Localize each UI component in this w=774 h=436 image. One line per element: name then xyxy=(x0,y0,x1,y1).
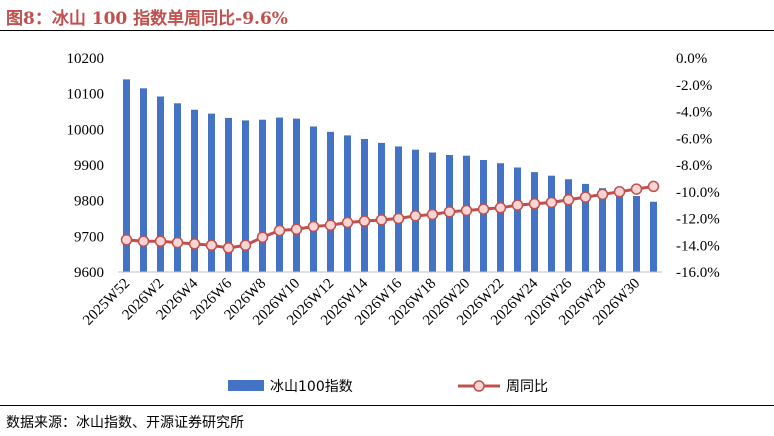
bar xyxy=(259,119,266,272)
page-title: 图8：冰山 100 指数单周同比-9.6% xyxy=(6,9,288,29)
line-point xyxy=(358,215,371,227)
line-point xyxy=(579,191,592,203)
line-point xyxy=(647,180,660,193)
left-tick-label: 9900 xyxy=(74,158,104,174)
right-tick-label: 0.0% xyxy=(676,51,707,67)
left-axis-ticks: 9600 9700 9800 9900 10000 10100 10200 xyxy=(67,51,105,281)
right-tick-label: -2.0% xyxy=(676,78,712,94)
bar xyxy=(344,135,351,272)
source-divider xyxy=(0,405,774,406)
line-point xyxy=(307,220,320,233)
title-divider xyxy=(0,30,774,31)
bar xyxy=(225,117,232,272)
line-point xyxy=(222,242,235,254)
bar xyxy=(276,117,283,273)
bar xyxy=(395,146,402,272)
right-tick-label: -4.0% xyxy=(676,105,712,121)
right-tick-label: -16.0% xyxy=(676,265,720,281)
bar xyxy=(514,167,521,272)
line-point xyxy=(494,202,507,214)
left-tick-label: 9700 xyxy=(74,229,104,245)
bar xyxy=(174,103,181,273)
line-point xyxy=(137,235,150,247)
bar xyxy=(582,183,589,272)
legend-bar-label: 冰山100指数 xyxy=(270,379,353,395)
bar xyxy=(531,172,538,272)
bar xyxy=(650,201,657,272)
bar xyxy=(548,175,555,272)
bar-series xyxy=(123,79,657,273)
bar xyxy=(616,191,623,272)
line-point xyxy=(256,231,269,243)
bar xyxy=(208,113,215,272)
bar xyxy=(293,118,300,272)
legend-line-label: 周同比 xyxy=(506,379,548,395)
bar xyxy=(599,188,606,272)
right-tick-label: -6.0% xyxy=(676,131,712,147)
line-point xyxy=(426,208,439,221)
line-point xyxy=(409,210,422,222)
line-path xyxy=(126,184,654,250)
bar xyxy=(123,79,130,273)
line-point xyxy=(443,206,456,218)
line-point xyxy=(120,234,133,246)
left-tick-label: 9600 xyxy=(74,265,104,281)
right-tick-label: -14.0% xyxy=(676,238,720,254)
left-tick-label: 10200 xyxy=(67,51,105,67)
bar xyxy=(361,138,368,272)
right-tick-label: -8.0% xyxy=(676,158,712,174)
line-point xyxy=(477,203,490,215)
legend-bar-swatch xyxy=(228,380,264,391)
line-point xyxy=(392,212,405,225)
bar xyxy=(327,131,334,272)
line-point xyxy=(545,196,558,209)
line-point xyxy=(375,214,388,226)
line-point xyxy=(460,204,473,217)
line-point xyxy=(188,238,201,250)
bar xyxy=(157,96,164,273)
left-tick-label: 9800 xyxy=(74,194,104,210)
bar xyxy=(480,160,487,272)
left-tick-label: 10000 xyxy=(67,122,105,138)
line-point xyxy=(528,198,541,210)
source-note: 数据来源：冰山指数、开源证券研究所 xyxy=(6,415,244,431)
line-point xyxy=(562,194,575,206)
line-point xyxy=(511,199,524,211)
right-tick-label: -10.0% xyxy=(676,185,720,201)
bar xyxy=(497,163,504,272)
right-tick-label: -12.0% xyxy=(676,212,720,228)
line-point xyxy=(154,235,167,247)
line-series xyxy=(120,180,660,254)
legend-line-marker xyxy=(473,380,485,392)
bar xyxy=(565,179,572,272)
bar xyxy=(633,196,640,272)
x-tick-label: 2025W52 xyxy=(80,276,133,329)
legend: 冰山100指数 周同比 xyxy=(228,379,548,395)
line-point xyxy=(324,219,337,231)
line-point xyxy=(596,188,609,201)
line-point xyxy=(630,183,643,195)
right-axis-ticks: 0.0% -2.0% -4.0% -6.0% -8.0% -10.0% -12.0% -14.… xyxy=(676,51,720,281)
bar xyxy=(140,88,147,272)
line-point xyxy=(205,239,218,251)
bar xyxy=(191,109,198,272)
line-point xyxy=(273,224,286,237)
bar xyxy=(242,120,249,273)
left-tick-label: 10100 xyxy=(67,87,105,103)
line-point xyxy=(613,186,626,198)
bar xyxy=(378,142,385,272)
bar xyxy=(310,126,317,272)
line-point xyxy=(171,236,184,249)
line-point xyxy=(290,223,303,235)
line-point xyxy=(239,239,252,251)
x-axis-ticks: 2025W522026W22026W42026W62026W82026W1020… xyxy=(80,275,643,328)
line-point xyxy=(341,216,354,229)
